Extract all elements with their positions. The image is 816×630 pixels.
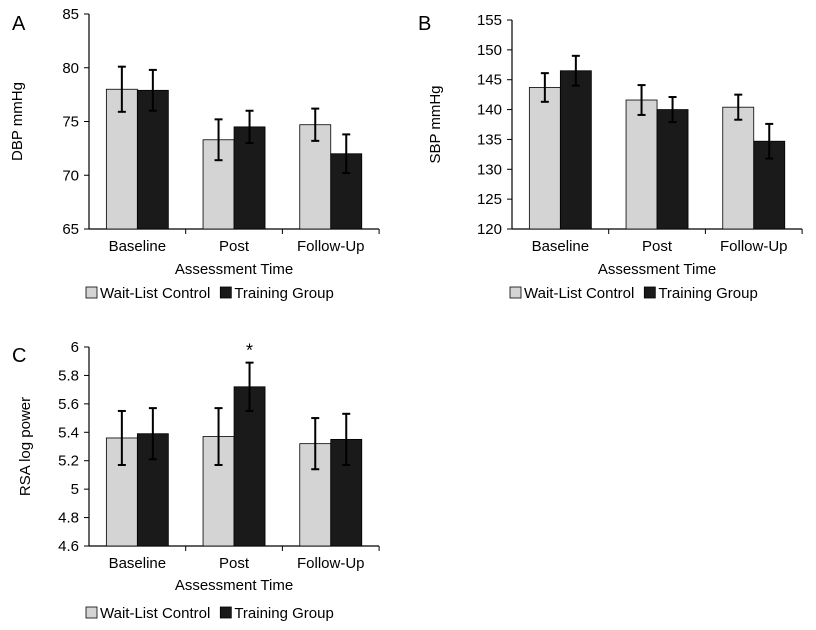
y-tick-label: 85 [62,6,79,23]
y-tick-label: 75 [62,114,79,131]
legend-label: Training Group [234,285,334,302]
bar-wait-list-control [625,99,658,230]
y-tick-label: 135 [477,131,502,148]
bar-training-group [656,109,689,230]
y-tick-label: 70 [62,167,79,184]
bar-training-group [559,70,592,230]
bar-wait-list-control [722,106,755,230]
x-tick-label: Follow-Up [720,238,788,255]
legend-label: Wait-List Control [524,285,634,302]
y-axis-label: SBP mmHg [427,85,444,163]
x-tick-label: Baseline [109,238,167,255]
panel-letter: B [418,13,431,35]
y-tick-label: 4.8 [58,510,79,527]
y-axis-label: RSA log power [17,397,34,496]
legend-swatch [219,286,232,299]
x-tick-label: Baseline [109,555,167,572]
significance-marker: * [246,341,253,361]
x-tick-label: Post [219,555,250,572]
legend-swatch [85,286,98,299]
chart-panel-c: C 4.6 4.8 5 5.2 5.4 5.6 5.8 6 RSA log power Baseli… [12,339,380,622]
bar-wait-list-control [528,87,561,230]
y-tick-label: 5.8 [58,367,79,384]
y-tick-label: 5 [71,481,79,498]
x-tick-label: Baseline [532,238,590,255]
x-tick-label: Follow-Up [297,238,365,255]
y-tick-label: 120 [477,221,502,238]
x-tick-label: Post [642,238,673,255]
y-tick-label: 65 [62,221,79,238]
y-tick-label: 150 [477,42,502,59]
legend-swatch [219,606,232,619]
legend-label: Wait-List Control [100,605,210,622]
x-axis-label: Assessment Time [598,261,716,278]
legend-label: Wait-List Control [100,285,210,302]
legend-swatch [643,286,656,299]
chart-panel-a: A 65 70 75 80 85 DBP mmHg Baseline Post Follow-Up… [9,6,380,302]
y-tick-label: 5.6 [58,396,79,413]
chart-panel-b: B 120 125 130 135 140 145 150 155 SBP mmHg Baselin… [418,12,803,302]
y-tick-label: 145 [477,72,502,89]
y-tick-label: 6 [71,339,79,356]
y-tick-label: 5.2 [58,453,79,470]
bar-training-group [233,386,266,547]
x-tick-label: Follow-Up [297,555,365,572]
legend-swatch [85,606,98,619]
legend-label: Training Group [658,285,758,302]
y-axis-label: DBP mmHg [9,82,26,161]
bar-wait-list-control [299,124,332,230]
x-axis-label: Assessment Time [175,261,293,278]
panel-letter: A [12,13,26,35]
bar-training-group [136,89,169,230]
legend-swatch [509,286,522,299]
y-tick-label: 140 [477,102,502,119]
x-axis-label: Assessment Time [175,577,293,594]
y-tick-label: 80 [62,60,79,77]
y-tick-label: 155 [477,12,502,29]
x-tick-label: Post [219,238,250,255]
y-tick-label: 125 [477,191,502,208]
legend-label: Training Group [234,605,334,622]
y-tick-label: 5.4 [58,424,79,441]
panel-letter: C [12,345,26,367]
y-tick-label: 130 [477,161,502,178]
y-tick-label: 4.6 [58,538,79,555]
